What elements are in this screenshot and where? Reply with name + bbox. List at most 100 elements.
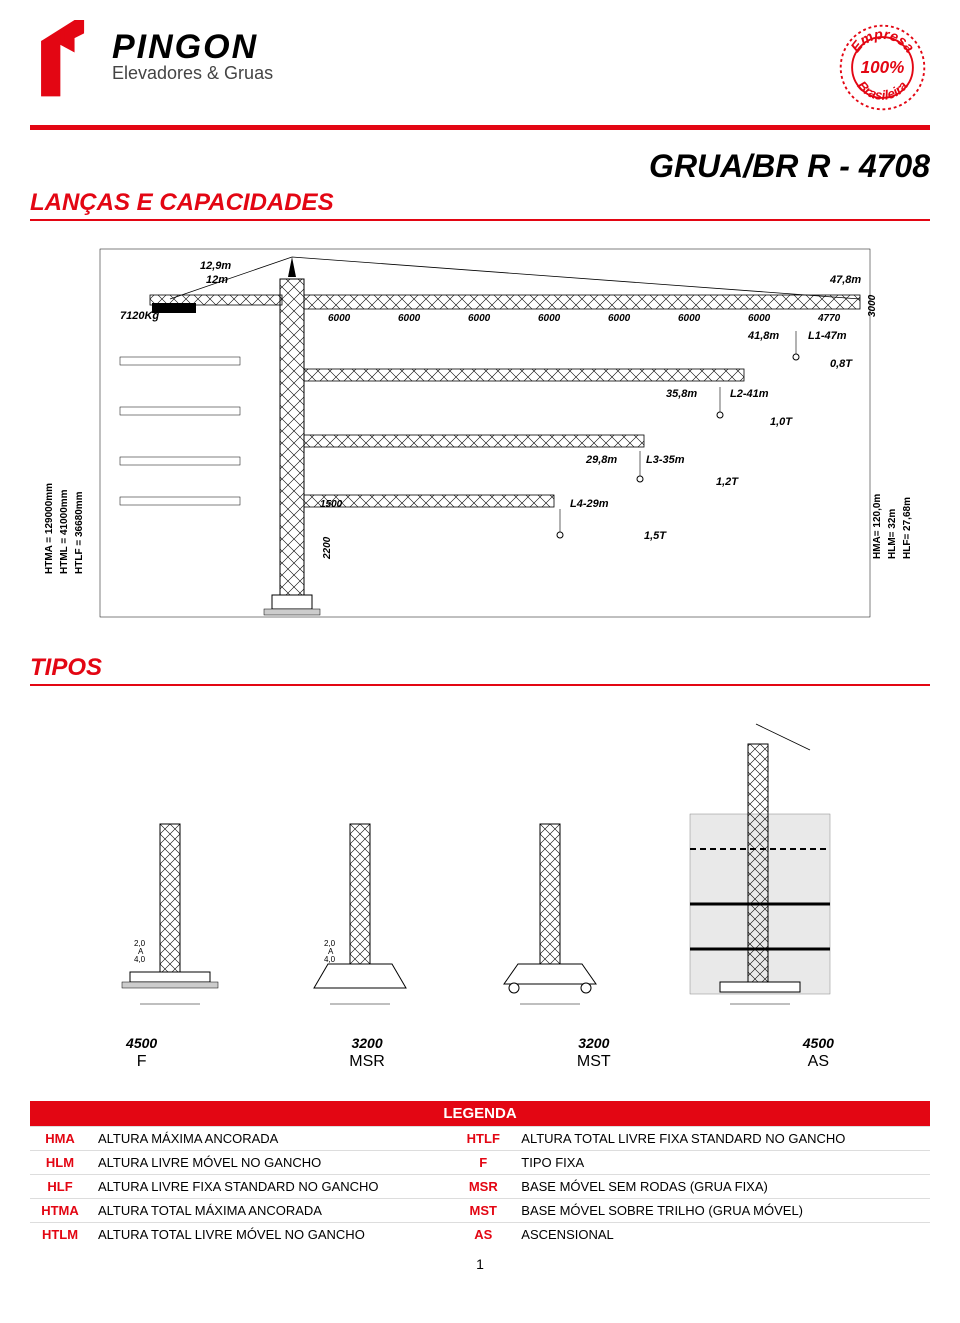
legend-row: HLFALTURA LIVRE FIXA STANDARD NO GANCHOM… [30,1175,930,1199]
svg-text:4,0: 4,0 [134,955,146,964]
legend-code: MST [453,1199,513,1223]
model-title: GRUA/BR R - 4708 [30,148,930,185]
svg-text:4,0: 4,0 [324,955,336,964]
counter-weight: 7120Kg [120,310,159,322]
right-ht: 3000 [867,294,878,317]
l3-row: 29,8m L3-35m 1,2T [304,435,739,488]
legend-desc: BASE MÓVEL SOBRE TRILHO (GRUA MÓVEL) [513,1199,930,1223]
hlm-label: HLM= 32m [887,509,898,559]
section-tipos-title: TIPOS [30,654,930,682]
l2-row: 35,8m L2-41m 1,0T [304,369,793,428]
legend: LEGENDA HMAALTURA MÁXIMA ANCORADAHTLFALT… [30,1101,930,1246]
legend-code: F [453,1151,513,1175]
stamp-icon: Empresa 100% Brasileira [835,20,930,115]
tipo-code-msr: MSR [349,1053,385,1071]
right-vertical-labels: HMA= 120,0m HLM= 32m HLF= 27,68m [872,494,913,559]
tipo-col-as: 4500 AS [803,1035,834,1071]
logo-block: PINGON Elevadores & Gruas [30,20,273,100]
svg-text:1,5T: 1,5T [644,530,667,542]
legend-desc: ASCENSIONAL [513,1223,930,1247]
jib-main: 6000 6000 6000 6000 6000 6000 6000 4770 … [304,274,878,324]
svg-text:1,0T: 1,0T [770,416,793,428]
svg-text:6000: 6000 [538,313,561,324]
svg-text:4770: 4770 [817,313,841,324]
htma-label: HTMA = 129000mm [44,483,55,574]
legend-table: HMAALTURA MÁXIMA ANCORADAHTLFALTURA TOTA… [30,1126,930,1246]
legend-row: HTLMALTURA TOTAL LIVRE MÓVEL NO GANCHOAS… [30,1223,930,1247]
l4-row: L4-29m 1,5T [304,495,667,542]
legend-code: AS [453,1223,513,1247]
l1-row: 41,8m L1-47m 0,8T [747,330,853,370]
legend-code: HLM [30,1151,90,1175]
svg-text:41,8m: 41,8m [747,330,779,342]
crane-diagram: HTMA = 129000mm HTML = 41000mm HTLF = 36… [30,239,930,624]
hma-label: HMA= 120,0m [872,494,883,559]
htlf-label: HTLF = 36680mm [74,491,85,574]
tipo-col-mst: 3200 MST [577,1035,611,1071]
legend-desc: ALTURA TOTAL LIVRE FIXA STANDARD NO GANC… [513,1127,930,1151]
stamp-mid: 100% [861,58,905,77]
tipo-dim-f: 4500 [126,1035,157,1051]
legend-row: HMAALTURA MÁXIMA ANCORADAHTLFALTURA TOTA… [30,1127,930,1151]
svg-text:6000: 6000 [328,313,351,324]
legend-desc: ALTURA TOTAL LIVRE MÓVEL NO GANCHO [90,1223,453,1247]
section-rule-2 [30,684,930,686]
jib-top-reach: 47,8m [829,274,861,286]
legend-desc: ALTURA LIVRE FIXA STANDARD NO GANCHO [90,1175,453,1199]
section-lancas-title: LANÇAS E CAPACIDADES [30,189,930,217]
svg-text:L2-41m: L2-41m [730,388,769,400]
legend-code: HTMA [30,1199,90,1223]
legend-row: HTMAALTURA TOTAL MÁXIMA ANCORADAMSTBASE … [30,1199,930,1223]
tipo-f: 2,0 A 4,0 [122,824,218,1004]
tipo-mst [504,824,596,1004]
svg-text:6000: 6000 [468,313,491,324]
counter-platforms [120,357,240,505]
span-labels: 6000 6000 6000 6000 6000 6000 6000 4770 [328,313,841,324]
legend-code: HTLM [30,1223,90,1247]
legend-row: HLMALTURA LIVRE MÓVEL NO GANCHOFTIPO FIX… [30,1151,930,1175]
svg-text:L4-29m: L4-29m [570,498,609,510]
svg-text:29,8m: 29,8m [585,454,617,466]
counter-top: 12,9m [200,260,231,272]
stamp-bot: Brasileira [854,78,910,103]
svg-text:0,8T: 0,8T [830,358,853,370]
hlf-label: HLF= 27,68m [902,497,913,559]
legend-desc: ALTURA TOTAL MÁXIMA ANCORADA [90,1199,453,1223]
svg-text:6000: 6000 [748,313,771,324]
stamp-top: Empresa [848,27,917,56]
svg-text:Empresa: Empresa [848,27,917,56]
logo-text: PINGON Elevadores & Gruas [112,28,273,84]
legend-code: HMA [30,1127,90,1151]
tipos-labels-row: 4500 F 3200 MSR 3200 MST 4500 AS [30,1035,930,1071]
tipo-col-msr: 3200 MSR [349,1035,385,1071]
legend-desc: ALTURA LIVRE MÓVEL NO GANCHO [90,1151,453,1175]
svg-text:1,2T: 1,2T [716,476,739,488]
base-main-dim: 1500 [320,499,343,510]
legend-desc: BASE MÓVEL SEM RODAS (GRUA FIXA) [513,1175,930,1199]
svg-text:6000: 6000 [678,313,701,324]
tipo-code-mst: MST [577,1053,611,1071]
tipo-col-f: 4500 F [126,1035,157,1071]
legend-title: LEGENDA [30,1101,930,1126]
svg-text:L1-47m: L1-47m [808,330,847,342]
tipo-code-as: AS [803,1053,834,1071]
tipos-diagram: 2,0 A 4,0 2,0 A 4,0 4500 F 3200 MS [30,704,930,1071]
tipo-dim-msr: 3200 [349,1035,385,1051]
page-header: PINGON Elevadores & Gruas Empresa 100% B… [30,20,930,115]
html-label: HTML = 41000mm [59,489,70,574]
brand-subtitle: Elevadores & Gruas [112,63,273,84]
page-number: 1 [30,1256,930,1272]
pingon-logo-icon [30,20,100,100]
brand-name: PINGON [112,28,273,67]
legend-code: MSR [453,1175,513,1199]
legend-code: HLF [30,1175,90,1199]
legend-code: HTLF [453,1127,513,1151]
counter-jib: 12,9m 12m 7120Kg [120,260,282,322]
svg-text:Brasileira: Brasileira [854,78,910,103]
tipo-code-f: F [126,1053,157,1071]
svg-text:L3-35m: L3-35m [646,454,685,466]
tipo-msr: 2,0 A 4,0 [314,824,406,1004]
base-v-dim: 2200 [322,536,333,560]
svg-text:6000: 6000 [398,313,421,324]
counter-bot: 12m [206,274,228,286]
